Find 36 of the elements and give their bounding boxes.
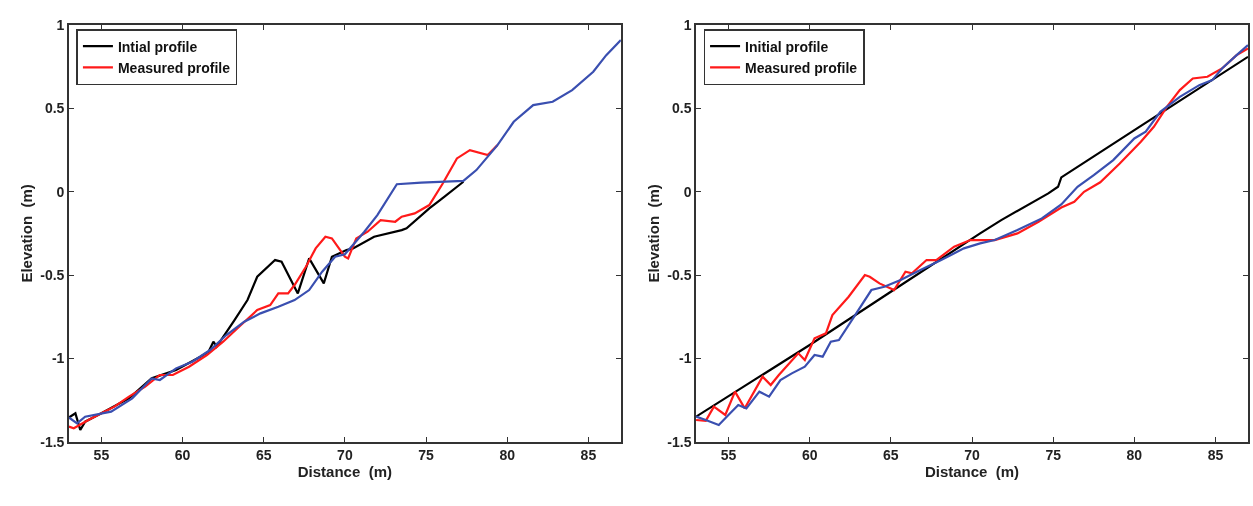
- line-series: [68, 39, 621, 425]
- y-tick-label: -0.5: [40, 266, 65, 283]
- x-tick-label: 85: [580, 447, 597, 464]
- x-tick-label: 80: [1126, 447, 1143, 464]
- y-axis-title: Elevation (m): [17, 184, 35, 283]
- x-tick-label: 75: [1045, 447, 1062, 464]
- x-tick-label: 60: [801, 447, 818, 464]
- y-tick-label: -1: [679, 350, 692, 367]
- x-tick-label: 55: [93, 447, 110, 464]
- legend-label: Measured profile: [745, 59, 858, 76]
- y-tick-label: -1: [51, 350, 65, 367]
- x-tick-label: 65: [255, 447, 272, 464]
- y-axis-title: Elevation (m): [645, 184, 663, 283]
- x-tick-label: 60: [174, 447, 191, 464]
- y-tick-label: 1: [683, 17, 692, 34]
- y-tick-label: -1.5: [667, 433, 692, 450]
- legend-label: Intial profile: [117, 38, 198, 55]
- y-tick-label: 1: [56, 17, 65, 34]
- x-tick-label: 70: [337, 447, 353, 464]
- legend-label: Measured profile: [117, 59, 231, 76]
- y-tick-label: 0: [56, 183, 65, 200]
- line-series: [68, 180, 465, 432]
- x-tick-label: 75: [418, 447, 435, 464]
- y-tick-label: -0.5: [667, 266, 692, 283]
- x-axis-title: Distance (m): [924, 463, 1020, 481]
- legend-label: Initial profile: [745, 38, 829, 55]
- y-tick-label: -1.5: [40, 433, 65, 450]
- y-tick-label: 0.5: [44, 100, 65, 117]
- x-tick-label: 55: [720, 447, 737, 464]
- x-tick-label: 70: [964, 447, 981, 464]
- x-tick-label: 65: [883, 447, 899, 464]
- y-tick-label: 0: [683, 183, 692, 200]
- x-tick-label: 80: [499, 447, 516, 464]
- x-tick-label: 85: [1207, 447, 1224, 464]
- y-tick-label: 0.5: [672, 100, 692, 117]
- x-axis-title: Distance (m): [297, 463, 392, 481]
